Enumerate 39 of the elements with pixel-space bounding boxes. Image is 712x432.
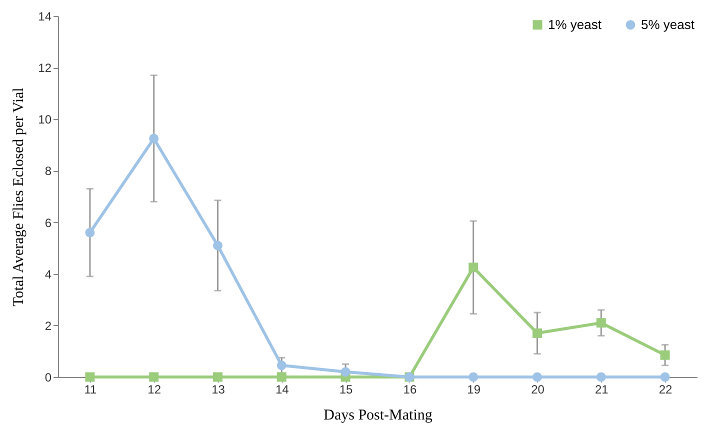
point: [149, 134, 159, 144]
point: [85, 372, 95, 382]
point: [596, 372, 606, 382]
point: [596, 318, 606, 328]
point: [660, 350, 670, 360]
point: [276, 360, 286, 370]
x-tick-label: 14: [275, 382, 290, 396]
point: [532, 328, 542, 338]
x-tick-label: 20: [531, 382, 545, 396]
y-tick-label: 4: [44, 267, 52, 282]
y-tick-label: 2: [44, 318, 52, 333]
x-tick-label: 19: [467, 382, 481, 396]
legend-label: 1% yeast: [548, 16, 602, 32]
x-tick-label: 11: [84, 382, 97, 396]
y-tick-label: 6: [44, 216, 52, 230]
point: [213, 240, 222, 250]
point: [660, 372, 670, 382]
x-tick-label: 15: [339, 382, 354, 396]
point: [468, 262, 478, 272]
point: [532, 372, 542, 382]
x-axis-title: Days Post-Mating: [324, 408, 433, 424]
x-tick-label: 21: [594, 382, 609, 396]
y-axis-title: Total Average Flies Eclosed per Vial: [11, 88, 28, 306]
y-tick-label: 14: [38, 10, 52, 24]
legend-label: 5% yeast: [641, 16, 695, 32]
point: [340, 367, 350, 377]
point: [213, 372, 222, 382]
x-tick-label: 13: [212, 382, 226, 396]
x-tick-label: 22: [658, 382, 673, 396]
x-tick-label: 16: [403, 382, 417, 396]
point: [468, 372, 478, 382]
point: [149, 372, 159, 382]
point: [85, 228, 95, 238]
y-tick-label: 12: [38, 61, 52, 76]
y-tick-label: 0: [44, 370, 52, 384]
point: [276, 372, 286, 382]
y-tick-label: 10: [38, 112, 52, 127]
y-tick-label: 8: [44, 164, 52, 178]
x-tick-label: 12: [148, 382, 162, 396]
